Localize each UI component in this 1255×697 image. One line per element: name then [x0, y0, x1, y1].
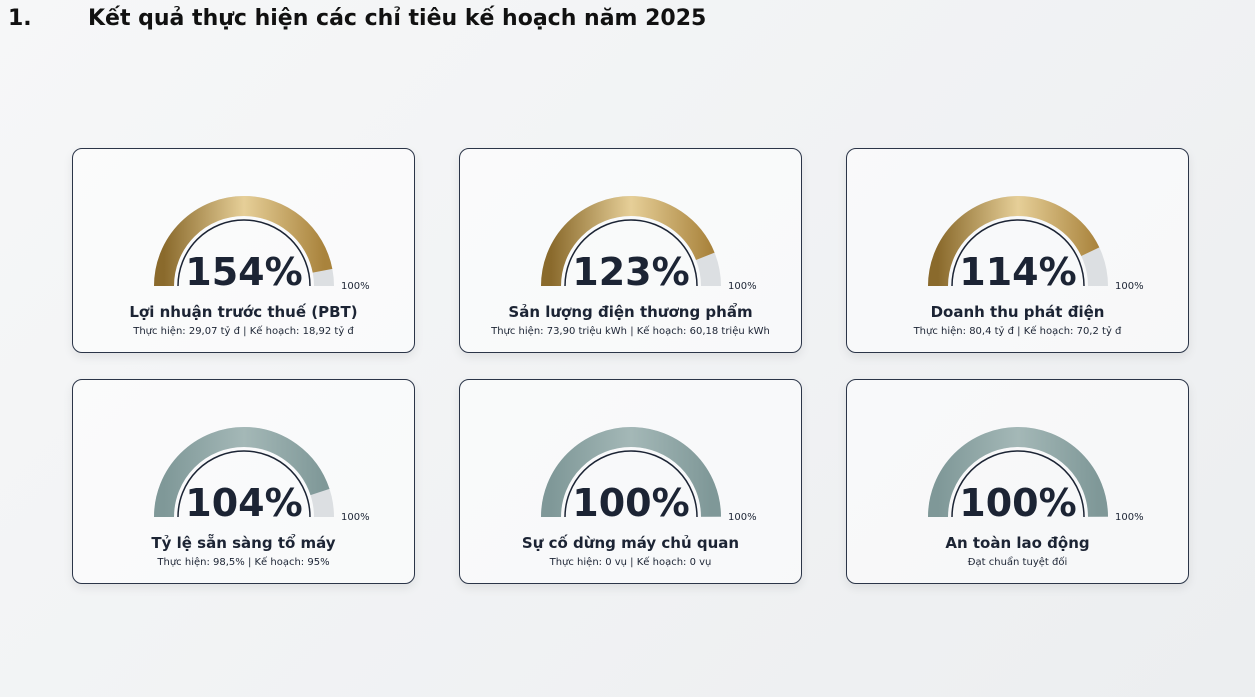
kpi-card: 114% 100% Doanh thu phát điện Thực hiện: 80…	[846, 148, 1189, 353]
gauge-fill	[541, 196, 721, 287]
gauge-inner	[951, 219, 1085, 287]
gauge-fill	[541, 427, 721, 518]
gauge-target: 100%	[341, 512, 370, 523]
kpi-detail: Thực hiện: 0 vụ | Kế hoạch: 0 vụ	[549, 557, 712, 568]
kpi-card: 100% 100% An toàn lao động Đạt chuẩn tuyệt …	[846, 379, 1189, 584]
gauge-value: 100%	[572, 481, 689, 525]
gauge: 100% 100%	[928, 427, 1144, 525]
gauge-target: 100%	[728, 512, 757, 523]
kpi-name: Lợi nhuận trước thuế (PBT)	[129, 303, 358, 321]
kpi-card: 123% 100% Sản lượng điện thương phẩm Thực h…	[459, 148, 802, 353]
kpi-name: Sự cố dừng máy chủ quan	[521, 534, 740, 552]
gauge-value: 154%	[185, 250, 302, 294]
gauge-inner	[951, 450, 1085, 518]
gauge: 114% 100%	[928, 196, 1144, 294]
gauge-inner	[564, 450, 698, 518]
gauge-value: 104%	[185, 481, 302, 525]
kpi-card: 154% 100% Lợi nhuận trước thuế (PBT) Thực h…	[72, 148, 415, 353]
kpi-detail: Thực hiện: 80,4 tỷ đ | Kế hoạch: 70,2 tỷ…	[913, 326, 1122, 337]
gauge-value: 100%	[959, 481, 1076, 525]
gauge-fill	[928, 196, 1108, 287]
gauge-target: 100%	[1115, 512, 1144, 523]
kpi-name: Sản lượng điện thương phẩm	[508, 303, 753, 321]
gauge: 100% 100%	[541, 427, 757, 525]
gauge-inner	[564, 219, 698, 287]
kpi-name: Tỷ lệ sẵn sàng tổ máy	[151, 534, 336, 552]
gauge: 123% 100%	[541, 196, 757, 294]
kpi-detail: Thực hiện: 73,90 triệu kWh | Kế hoạch: 6…	[491, 326, 770, 337]
kpi-detail: Đạt chuẩn tuyệt đối	[967, 557, 1068, 568]
kpi-name: Doanh thu phát điện	[930, 303, 1105, 321]
kpi-card: 104% 100% Tỷ lệ sẵn sàng tổ máy Thực hiện: …	[72, 379, 415, 584]
gauge-inner	[177, 219, 311, 287]
kpi-detail: Thực hiện: 29,07 tỷ đ | Kế hoạch: 18,92 …	[133, 326, 354, 337]
gauge-fill	[154, 196, 334, 287]
gauge-value: 114%	[959, 250, 1076, 294]
gauge-target: 100%	[728, 281, 757, 292]
gauge-target: 100%	[341, 281, 370, 292]
kpi-card: 100% 100% Sự cố dừng máy chủ quan Thực hiện…	[459, 379, 802, 584]
heading: 1. Kết quả thực hiện các chỉ tiêu kế hoạc…	[8, 6, 706, 31]
gauge: 154% 100%	[154, 196, 370, 294]
heading-title: Kết quả thực hiện các chỉ tiêu kế hoạch …	[88, 6, 707, 31]
gauge-inner	[177, 450, 311, 518]
gauge-fill	[154, 427, 334, 518]
gauge-fill	[928, 427, 1108, 518]
kpi-name: An toàn lao động	[945, 534, 1090, 552]
gauge-target: 100%	[1115, 281, 1144, 292]
kpi-detail: Thực hiện: 98,5% | Kế hoạch: 95%	[157, 557, 330, 568]
gauge: 104% 100%	[154, 427, 370, 525]
heading-number: 1.	[8, 6, 32, 31]
gauge-value: 123%	[572, 250, 689, 294]
